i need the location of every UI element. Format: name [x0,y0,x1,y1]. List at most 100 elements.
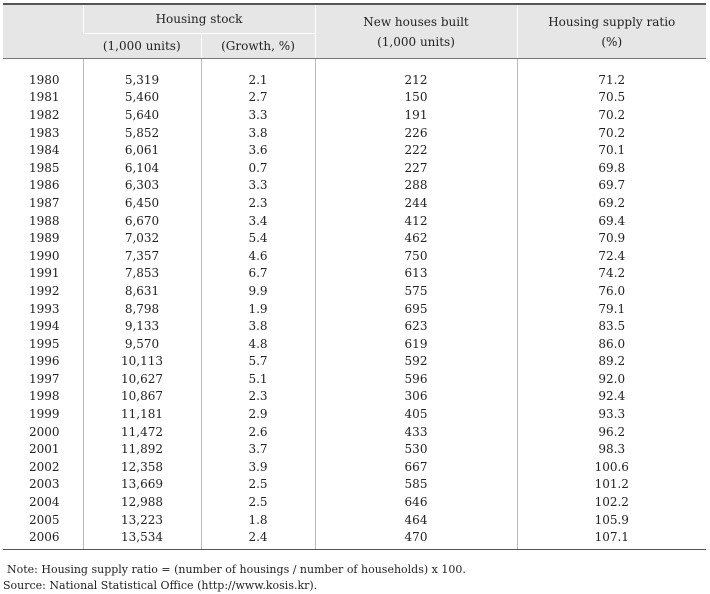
cell-growth: 3.6 [200,141,315,159]
cell-year: 1984 [29,143,60,158]
table-row: 2003 13,669 2.5 585 101.2 [3,475,706,494]
cell-growth: 2.6 [200,422,315,441]
cell-new-houses: 306 [314,387,517,406]
cell-new-houses: 750 [314,246,517,265]
cell-new-houses: 623 [314,317,517,335]
cell-supply-ratio: 105.9 [516,510,706,529]
cell-year: 2005 [29,512,60,527]
cell-stock: 8,798 [82,299,201,318]
cell-new-houses: 412 [314,211,517,230]
cell-growth: 0.7 [200,158,315,177]
cell-supply-ratio: 69.2 [516,194,706,212]
cell-growth: 6.7 [200,264,315,283]
cell-supply-ratio: 79.1 [516,299,706,318]
table-spacer-row [3,58,706,72]
cell-supply-ratio: 69.7 [516,176,706,195]
header-stock-growth: (Growth, %) [200,33,315,59]
cell-supply-ratio: 70.5 [516,88,706,107]
cell-stock: 6,104 [82,158,201,177]
cell-new-houses: 585 [314,475,517,494]
cell-year: 1998 [29,389,60,404]
cell-year: 1996 [29,354,60,369]
cell-new-houses: 596 [314,370,517,388]
cell-growth: 2.7 [200,88,315,107]
table-row: 2004 12,988 2.5 646 102.2 [3,493,706,511]
cell-growth: 3.9 [200,458,315,476]
cell-growth: 4.8 [200,334,315,353]
cell-year: 2001 [29,442,60,457]
cell-stock: 13,223 [82,510,201,529]
cell-new-houses: 226 [314,123,517,142]
cell-year: 2006 [3,528,83,551]
table-row: 1980 5,319 2.1 212 71.2 [3,71,706,89]
cell-year: 1986 [29,178,60,193]
cell-year: 1993 [29,301,60,316]
table-row: 2006 13,534 2.4 470 107.1 [3,528,706,551]
table-row: 1994 9,133 3.8 623 83.5 [3,317,706,335]
cell-growth: 3.8 [200,123,315,142]
header-stock-units: (1,000 units) [83,33,201,59]
spacer-cell [3,59,83,72]
cell-new-houses: 470 [314,528,517,551]
cell-growth: 2.3 [200,387,315,406]
table-row: 2002 12,358 3.9 667 100.6 [3,458,706,476]
cell-stock: 11,181 [82,405,201,423]
cell-supply-ratio: 92.0 [516,370,706,388]
cell-stock: 10,867 [82,387,201,406]
cell-stock: 5,852 [82,123,201,142]
table-body: 1980 5,319 2.1 212 71.2 1981 5,460 2.7 150 70.5 19… [3,58,706,551]
cell-growth: 3.4 [200,211,315,230]
cell-supply-ratio: 72.4 [516,246,706,265]
note-text: Note: Housing supply ratio = (number of … [7,563,466,577]
cell-new-houses: 288 [314,176,517,195]
cell-stock: 11,892 [82,440,201,459]
cell-growth: 5.4 [200,229,315,247]
cell-year: 1981 [29,90,60,105]
cell-new-houses: 405 [314,405,517,423]
cell-growth: 5.1 [200,370,315,388]
table-row: 1990 7,357 4.6 750 72.4 [3,246,706,265]
source-text: Source: National Statistical Office (htt… [3,579,318,593]
cell-stock: 5,319 [82,71,201,89]
cell-growth: 2.5 [200,475,315,494]
cell-supply-ratio: 74.2 [516,264,706,283]
cell-new-houses: 464 [314,510,517,529]
cell-stock: 5,460 [82,88,201,107]
table-row: 2000 11,472 2.6 433 96.2 [3,422,706,441]
cell-stock: 13,669 [82,475,201,494]
cell-stock: 5,640 [82,106,201,124]
cell-growth: 3.3 [200,106,315,124]
spacer-cell [200,58,315,71]
cell-supply-ratio: 69.8 [516,158,706,177]
cell-stock: 9,570 [82,334,201,353]
table-row: 1998 10,867 2.3 306 92.4 [3,387,706,406]
table-row: 1997 10,627 5.1 596 92.0 [3,370,706,388]
header-new-houses: New houses built (1,000 units) [314,3,517,59]
header-supply-ratio-line1: Housing supply ratio [548,14,676,29]
table-row: 1986 6,303 3.3 288 69.7 [3,176,706,195]
spacer-cell [516,58,706,71]
cell-year: 1999 [29,407,60,422]
header-new-houses-line1: New houses built [363,14,469,29]
cell-year: 1987 [29,195,60,210]
table-row: 1984 6,061 3.6 222 70.1 [3,141,706,159]
cell-new-houses: 575 [314,282,517,300]
cell-year: 2003 [29,477,60,492]
spacer-cell [314,58,517,71]
cell-year: 1985 [29,160,60,175]
table-row: 1988 6,670 3.4 412 69.4 [3,211,706,230]
cell-supply-ratio: 93.3 [516,405,706,423]
cell-year: 1983 [29,125,60,140]
cell-stock: 10,113 [82,352,201,371]
cell-supply-ratio: 70.9 [516,229,706,247]
cell-growth: 3.7 [200,440,315,459]
cell-year: 1992 [29,283,60,298]
cell-supply-ratio: 70.2 [516,123,706,142]
cell-new-houses: 592 [314,352,517,371]
cell-growth: 2.4 [200,528,315,551]
cell-stock: 12,358 [82,458,201,476]
table-row: 1981 5,460 2.7 150 70.5 [3,88,706,107]
table-row: 1985 6,104 0.7 227 69.8 [3,158,706,177]
cell-new-houses: 667 [314,458,517,476]
cell-stock: 7,032 [82,229,201,247]
